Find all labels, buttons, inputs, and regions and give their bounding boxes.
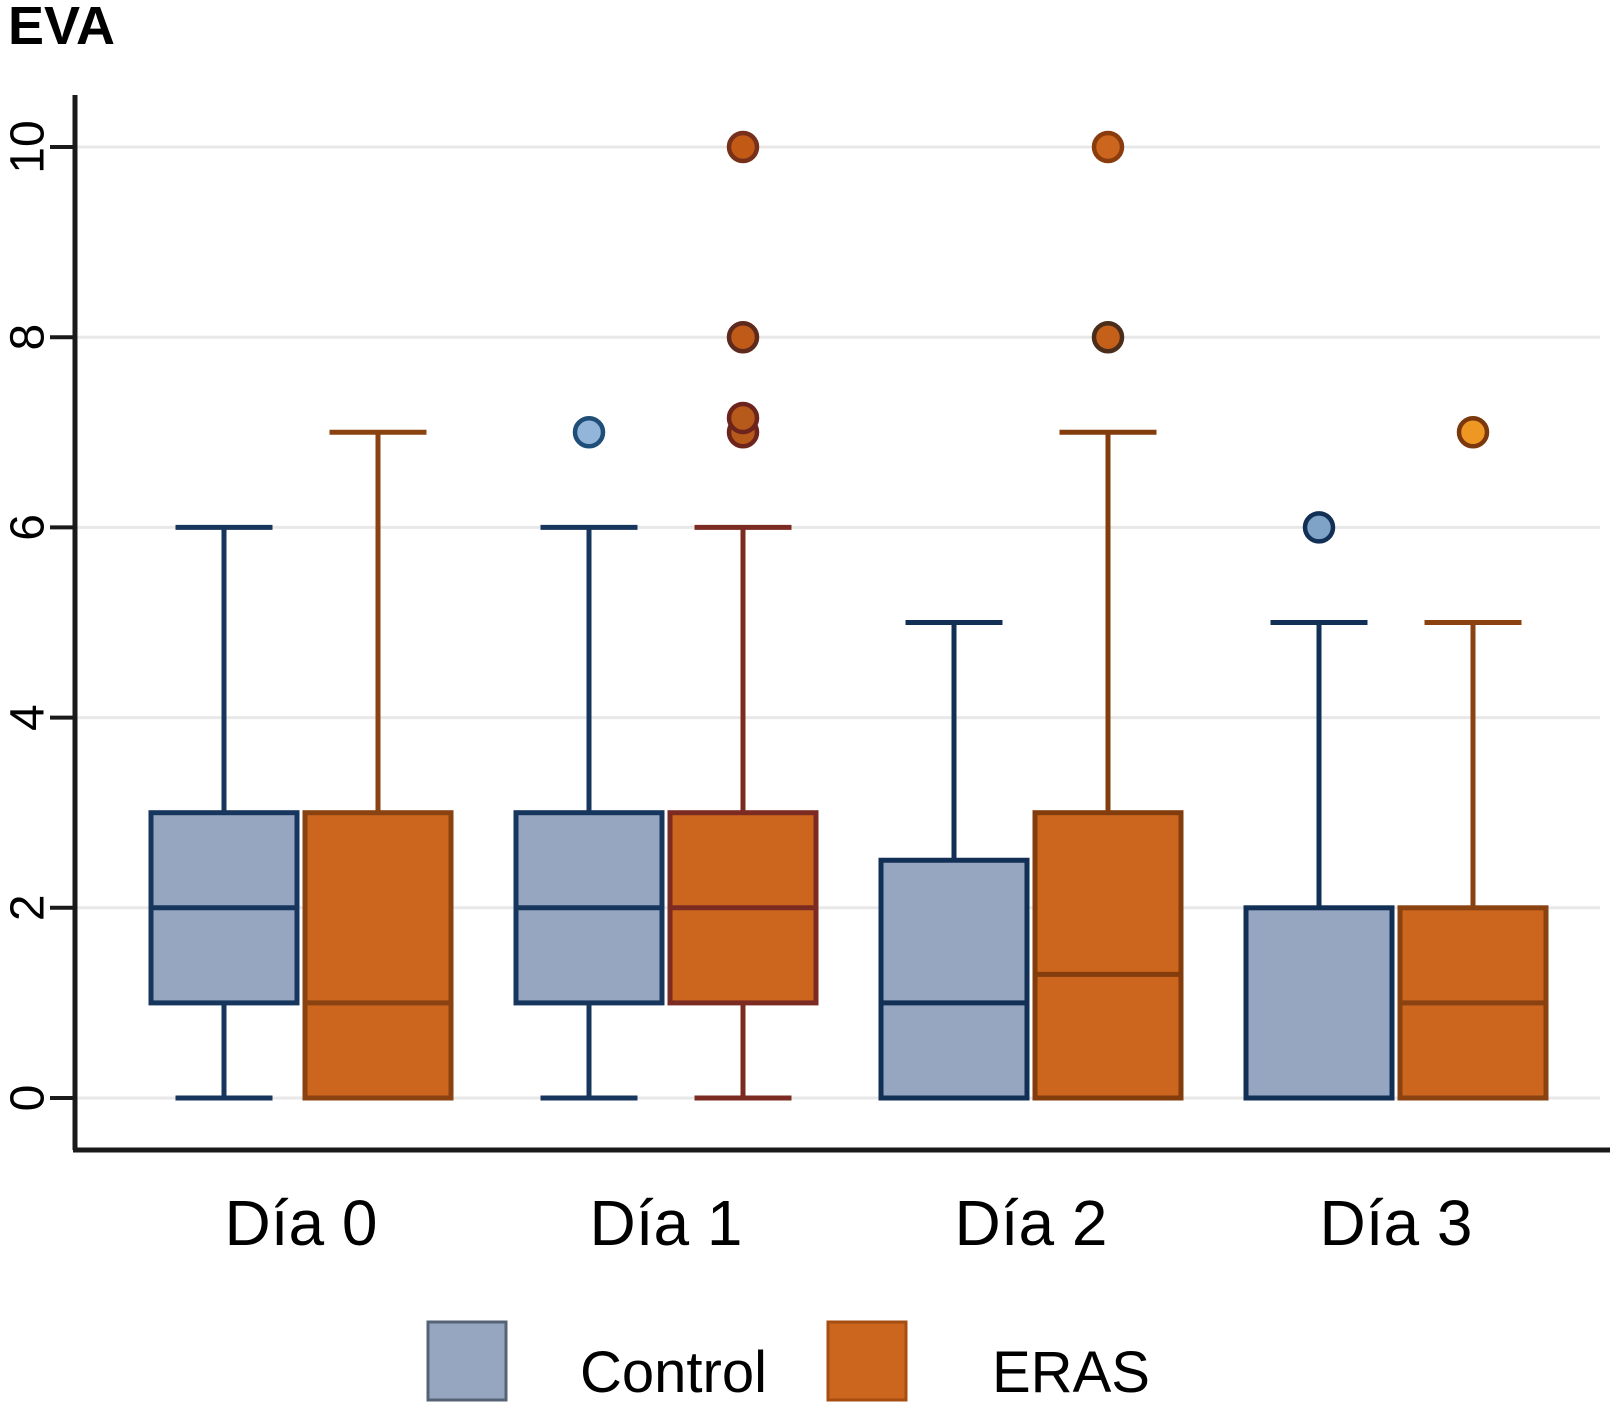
outlier-point [726,401,760,435]
x-category-label: Día 1 [590,1187,743,1259]
chart-title: EVA [8,0,115,56]
box-eras-2 [1032,810,1184,1101]
y-tick-label: 2 [2,894,55,921]
box-control-3 [1243,905,1395,1101]
y-tick-label: 6 [2,514,55,541]
box-marks [148,130,1549,1101]
y-tick-label: 4 [2,704,55,731]
legend-label-control: Control [580,1340,767,1405]
outlier-point [726,130,760,164]
box-eras-0 [302,810,454,1101]
outlier-point [572,416,606,449]
legend: Control ERAS [426,1320,1150,1405]
outlier-point [1091,130,1125,164]
legend-label-eras: ERAS [992,1340,1150,1405]
x-category-label: Día 2 [955,1187,1108,1259]
outlier-point [1302,511,1336,544]
x-category-label: Día 3 [1320,1187,1473,1259]
outlier-point [726,320,760,354]
box-control-2 [878,857,1030,1101]
axes [72,95,1610,1153]
outlier-point [1456,416,1490,449]
y-tick-label: 0 [2,1085,55,1112]
x-axis-labels: Día 0 Día 1 Día 2 Día 3 [225,1187,1473,1259]
y-axis-ticks: 0 2 4 6 8 10 [2,120,75,1112]
y-tick-label: 10 [2,120,55,173]
outlier-point [1091,320,1125,354]
y-tick-label: 8 [2,324,55,351]
legend-swatch-eras [826,1320,908,1402]
x-category-label: Día 0 [225,1187,378,1259]
legend-swatch-control [426,1320,508,1402]
